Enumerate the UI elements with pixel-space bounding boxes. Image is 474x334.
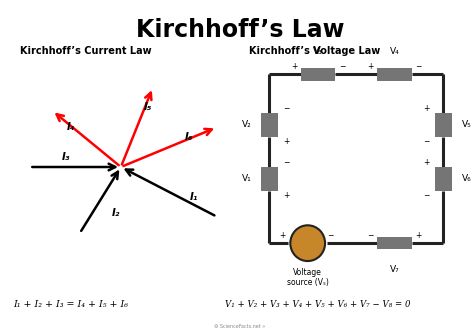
Text: V₇: V₇ <box>390 265 400 274</box>
Text: Kirchhoff’s Voltage Law: Kirchhoff’s Voltage Law <box>249 46 380 56</box>
Text: −: − <box>328 231 334 240</box>
Ellipse shape <box>290 225 325 261</box>
Text: I₂: I₂ <box>112 208 120 218</box>
Text: +: + <box>283 191 290 200</box>
Text: Kirchhoff’s Law: Kirchhoff’s Law <box>136 18 344 42</box>
FancyBboxPatch shape <box>377 237 412 249</box>
Text: V₁: V₁ <box>241 174 251 183</box>
Text: −: − <box>367 231 374 240</box>
Text: +: + <box>279 231 285 240</box>
Text: +: + <box>291 62 297 71</box>
FancyBboxPatch shape <box>261 167 278 191</box>
Text: I₁ + I₂ + I₃ = I₄ + I₅ + I₆: I₁ + I₂ + I₃ = I₄ + I₅ + I₆ <box>13 300 128 309</box>
Text: +: + <box>423 104 429 113</box>
FancyBboxPatch shape <box>435 113 452 137</box>
FancyBboxPatch shape <box>435 167 452 191</box>
Text: V₂: V₂ <box>241 121 251 130</box>
Text: I₆: I₆ <box>185 132 194 142</box>
FancyBboxPatch shape <box>301 68 335 80</box>
Text: Voltage
source (Vₛ): Voltage source (Vₛ) <box>287 268 328 288</box>
Text: −: − <box>423 191 429 200</box>
Text: I₅: I₅ <box>144 103 153 112</box>
Text: +: + <box>423 158 429 167</box>
FancyBboxPatch shape <box>261 113 278 137</box>
Text: −: − <box>339 62 346 71</box>
Text: −: − <box>283 104 290 113</box>
Text: I₄: I₄ <box>66 122 75 132</box>
Text: −: − <box>283 158 290 167</box>
Text: +: + <box>415 231 422 240</box>
Text: Kirchhoff’s Current Law: Kirchhoff’s Current Law <box>20 46 152 56</box>
Text: I₁: I₁ <box>190 192 198 202</box>
Text: V₆: V₆ <box>462 174 471 183</box>
FancyBboxPatch shape <box>377 68 412 80</box>
Text: +: + <box>283 137 290 146</box>
Text: ⚙ ScienceFacts.net »: ⚙ ScienceFacts.net » <box>214 324 265 329</box>
Text: V₁ + V₂ + V₃ + V₄ + V₅ + V₆ + V₇ − V₈ = 0: V₁ + V₂ + V₃ + V₄ + V₅ + V₆ + V₇ − V₈ = … <box>225 300 410 309</box>
Text: V₃: V₃ <box>313 47 323 56</box>
Text: V₅: V₅ <box>462 121 471 130</box>
Text: V₄: V₄ <box>390 47 400 56</box>
Text: −: − <box>423 137 429 146</box>
Text: +: + <box>367 62 374 71</box>
Text: −: − <box>415 62 422 71</box>
Text: I₃: I₃ <box>62 152 70 162</box>
